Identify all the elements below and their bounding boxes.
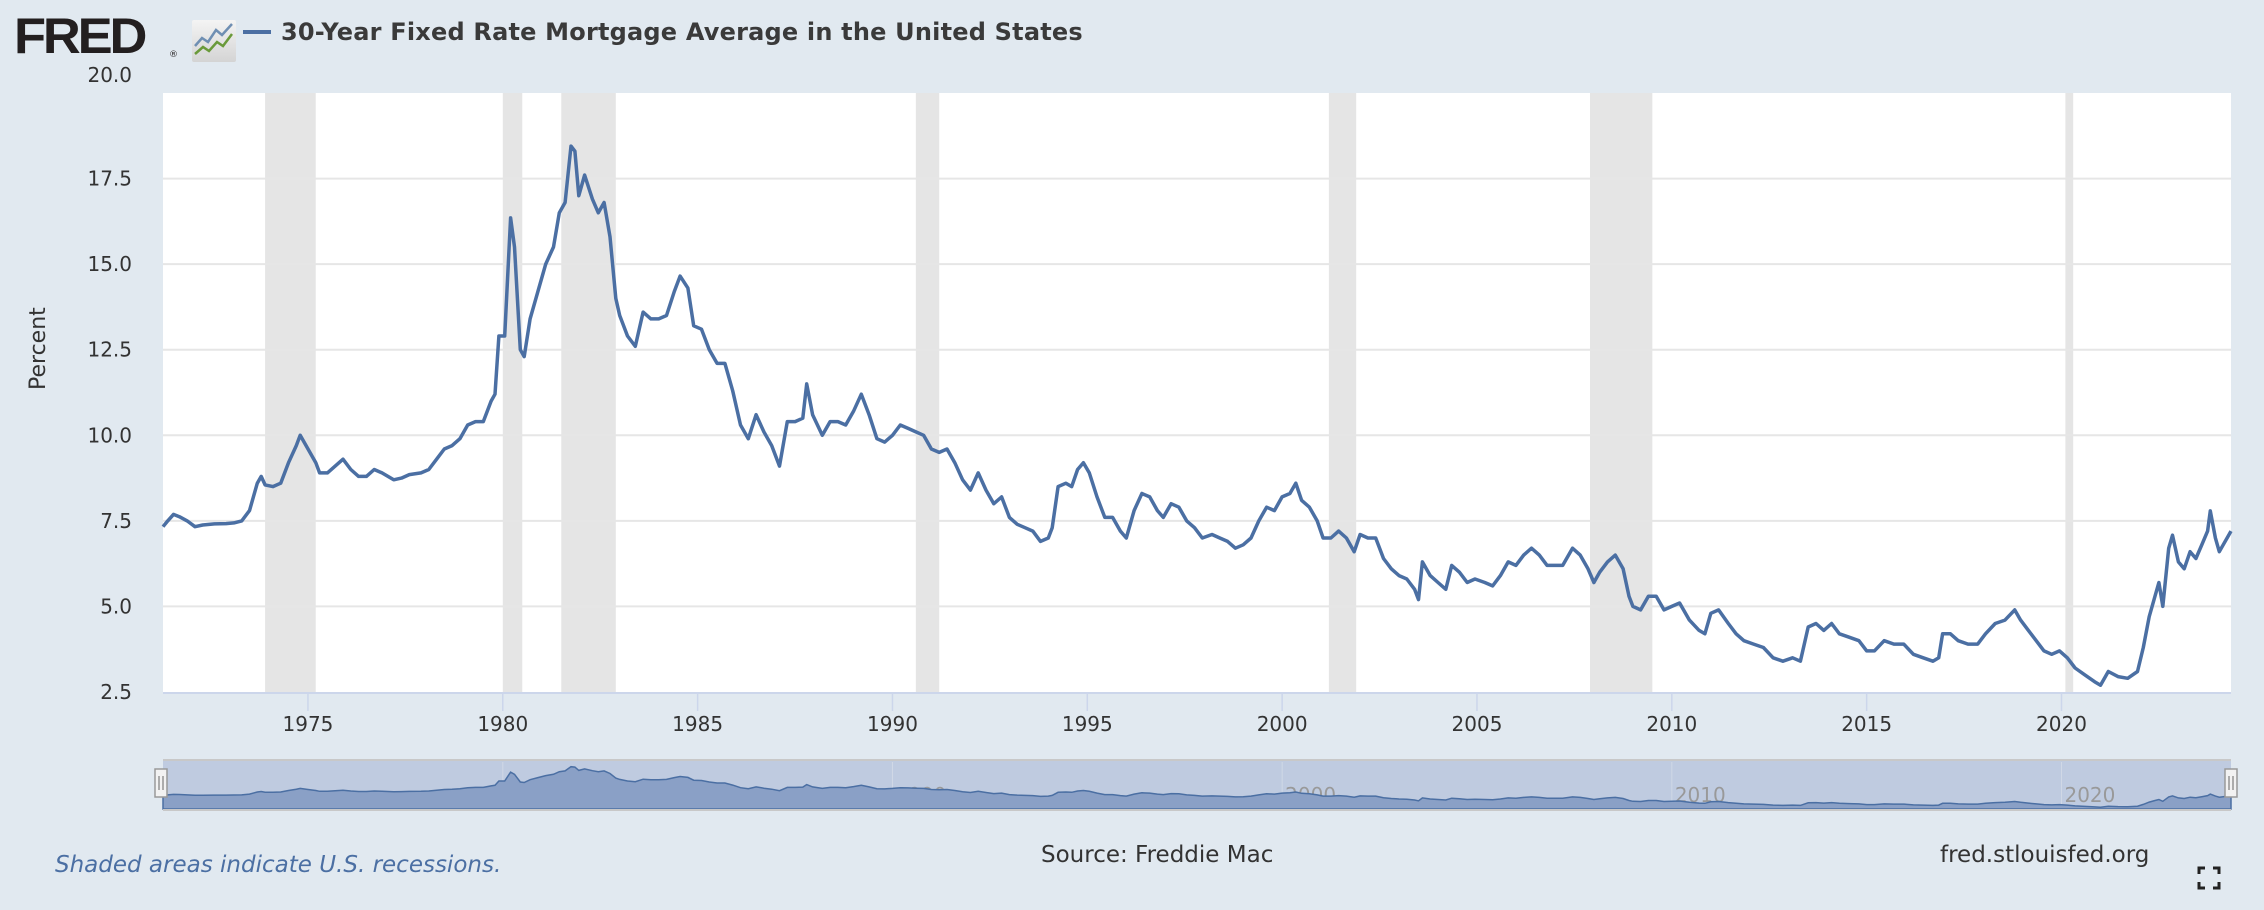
navigator-area [162,765,2232,810]
recession-band [1328,93,1357,692]
chart-legend[interactable]: 30-Year Fixed Rate Mortgage Average in t… [243,18,1083,46]
site-link[interactable]: fred.stlouisfed.org [1940,842,2150,868]
x-axis-ticks: 1975 1980 1985 1990 1995 2000 2005 2010 2015 2020 [283,694,2087,736]
gridlines [163,177,2231,608]
recession-note: Shaded areas indicate U.S. recessions. [55,852,502,878]
y-tick-label: 5.0 [100,594,132,618]
x-tick-label: 1980 [477,712,528,736]
x-tick-label: 2000 [1257,712,1308,736]
recession-band [915,93,940,692]
series-line[interactable] [161,144,2233,687]
x-tick-label: 2015 [1841,712,1892,736]
x-tick-label: 2005 [1452,712,1503,736]
source-text: Source: Freddie Mac [1041,842,1274,868]
navigator-tick-label: 2020 [2064,783,2115,807]
y-tick-label: 20.0 [87,63,132,87]
fred-logo[interactable]: FRED [14,8,147,64]
fred-chart-icon [192,20,236,62]
recession-band [2065,93,2074,692]
x-tick-label: 1995 [1062,712,1113,736]
x-tick-label: 2010 [1646,712,1697,736]
recession-band [265,93,316,692]
y-tick-label: 12.5 [87,338,132,362]
recession-band [1589,93,1653,692]
y-tick-label: 10.0 [87,423,132,447]
y-axis-ticks: 2.5 5.0 7.5 10.0 12.5 15.0 17.5 20.0 [87,63,132,704]
fullscreen-icon[interactable] [2197,866,2221,890]
legend-swatch [243,30,271,34]
navigator-handle-left[interactable] [154,768,168,798]
y-tick-label: 7.5 [100,509,132,533]
x-tick-label: 1985 [672,712,723,736]
x-tick-label: 1990 [867,712,918,736]
y-tick-label: 17.5 [87,167,132,191]
x-tick-label: 2020 [2036,712,2087,736]
chart-title: 30-Year Fixed Rate Mortgage Average in t… [281,18,1083,46]
header: FRED ® [14,8,236,64]
y-tick-label: 2.5 [100,680,132,704]
y-tick-label: 15.0 [87,252,132,276]
x-tick-label: 1975 [283,712,334,736]
recession-band [502,93,523,692]
navigator-handle-right[interactable] [2224,768,2238,798]
plot-background [163,93,2231,692]
registered-mark: ® [169,50,178,60]
